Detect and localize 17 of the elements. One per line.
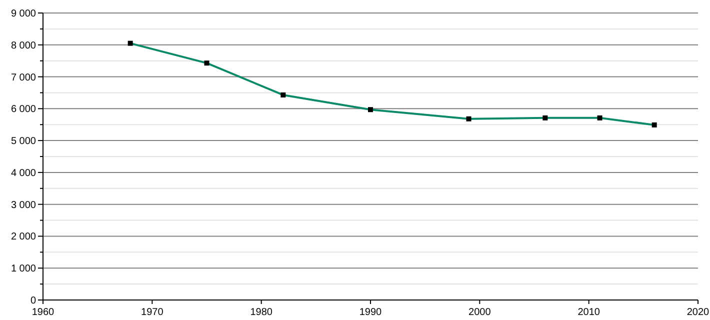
y-tick-label: 2 000: [10, 232, 36, 243]
x-tick-label: 2020: [686, 307, 710, 318]
y-tick-label: 4 000: [10, 168, 36, 179]
y-tick-label: 0: [30, 296, 36, 306]
y-tick-label: 6 000: [10, 104, 36, 116]
x-tick-label: 1990: [359, 307, 382, 318]
y-tick-label: 1 000: [10, 264, 36, 275]
x-tick-label: 1960: [32, 307, 55, 318]
x-tick-label: 2000: [468, 307, 492, 318]
y-tick-label: 5 000: [10, 136, 36, 148]
x-tick-label: 2010: [578, 307, 600, 318]
x-tick-label: 1970: [141, 307, 164, 318]
y-tick-label: 7 000: [10, 72, 36, 84]
y-tick-label: 8 000: [10, 40, 36, 52]
x-tick-label: 1980: [250, 307, 273, 318]
y-tick-label: 9 000: [10, 8, 36, 20]
y-tick-label: 3 000: [10, 200, 36, 211]
